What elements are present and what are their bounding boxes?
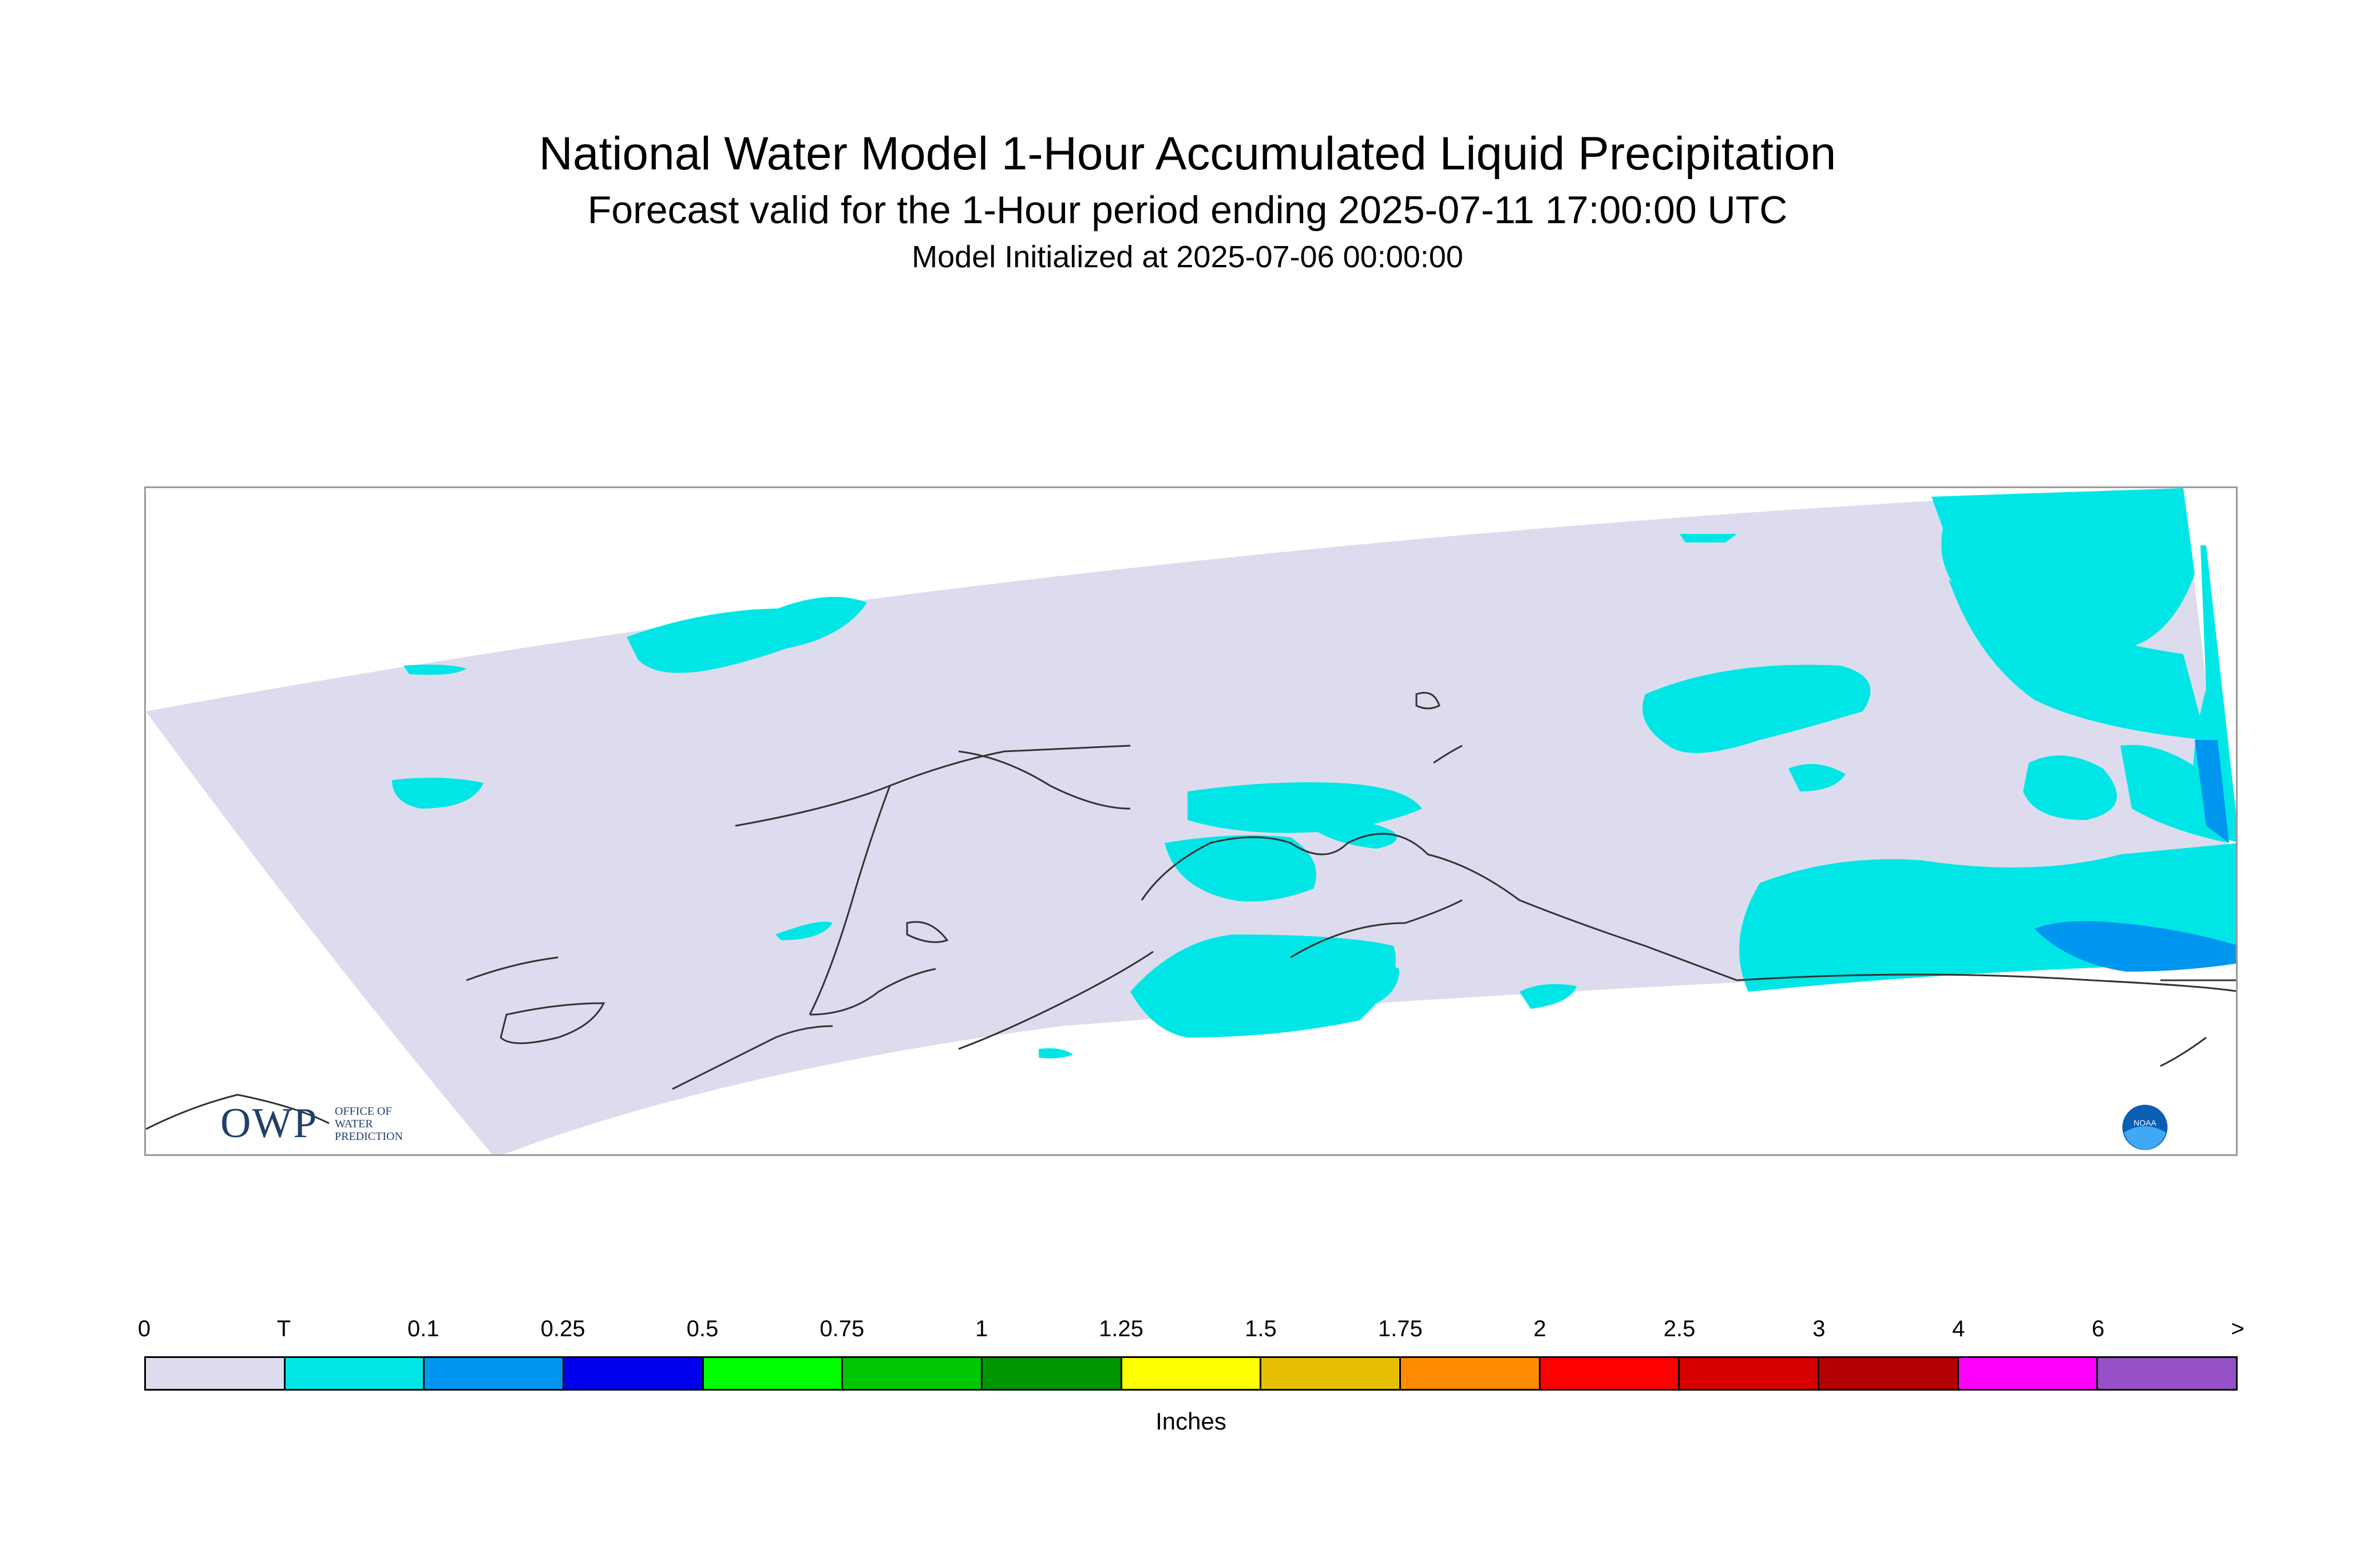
precip-light-rain-areas <box>2034 740 2236 972</box>
legend-swatch-14 <box>2098 1358 2237 1389</box>
model-init-line: Model Initialized at 2025-07-06 00:00:00 <box>912 240 1463 274</box>
chart-title: National Water Model 1-Hour Accumulated … <box>539 128 1836 180</box>
legend-swatch-0 <box>146 1358 286 1389</box>
legend-swatch-8 <box>1261 1358 1402 1389</box>
owp-sub-line-3: PREDICTION <box>335 1130 403 1143</box>
legend-swatch-11 <box>1680 1358 1820 1389</box>
legend-swatch-13 <box>1958 1358 2099 1389</box>
legend-tick-label: 2.5 <box>1663 1316 1696 1341</box>
noaa-logo: NOAA <box>2120 1103 2170 1152</box>
owp-sub-line-1: OFFICE OF <box>335 1105 392 1118</box>
legend-swatch-6 <box>983 1358 1122 1389</box>
legend-tick-label: 1.75 <box>1378 1316 1423 1341</box>
owp-logo-letters: OWP <box>220 1100 318 1147</box>
model-domain <box>146 488 2236 1154</box>
legend-tick-label: 0.5 <box>686 1316 719 1341</box>
legend-swatch-1 <box>285 1358 425 1389</box>
legend-tick-label: 2 <box>1533 1316 1546 1341</box>
legend-swatch-2 <box>425 1358 565 1389</box>
precip-map <box>146 488 2236 1154</box>
legend-tick-label: 6 <box>2092 1316 2105 1341</box>
legend-swatch-4 <box>703 1358 844 1389</box>
legend-tick-label: 1.5 <box>1245 1316 1277 1341</box>
legend-tick-label: 0.1 <box>407 1316 440 1341</box>
legend-units: Inches <box>1155 1408 1226 1435</box>
legend-swatch-10 <box>1540 1358 1680 1389</box>
owp-logo-subtitle: OFFICE OF WATER PREDICTION <box>335 1105 432 1143</box>
coastlines <box>146 692 2236 1130</box>
noaa-logo-text: NOAA <box>2133 1118 2156 1127</box>
legend-tick-label: 3 <box>1812 1316 1826 1341</box>
legend-tick-label: T <box>276 1316 291 1341</box>
legend-swatch-7 <box>1122 1358 1262 1389</box>
legend-swatch-5 <box>843 1358 983 1389</box>
color-legend: 0 T 0.1 0.25 0.5 0.75 1 1.25 1.5 1.75 2 2.5 3 4 6 > Inc… <box>138 1316 2245 1442</box>
legend-tick-label: > <box>2231 1316 2245 1341</box>
legend-tick-label: 4 <box>1952 1316 1965 1341</box>
legend-swatch-3 <box>564 1358 704 1389</box>
colorbar <box>144 1356 2238 1391</box>
legend-tick-label: 1.25 <box>1099 1316 1143 1341</box>
legend-tick-label: 0.25 <box>540 1316 585 1341</box>
legend-swatch-12 <box>1819 1358 1959 1389</box>
chart-subtitle: Forecast valid for the 1-Hour period end… <box>587 188 1788 232</box>
legend-swatch-9 <box>1401 1358 1541 1389</box>
legend-tick-label: 1 <box>975 1316 988 1341</box>
legend-tick-label: 0 <box>137 1316 151 1341</box>
map-panel: OWP OFFICE OF WATER PREDICTION NOAA <box>144 486 2238 1156</box>
precip-trace-areas <box>392 488 2236 1059</box>
legend-tick-label: 0.75 <box>820 1316 865 1341</box>
owp-sub-line-2: WATER <box>335 1118 373 1130</box>
